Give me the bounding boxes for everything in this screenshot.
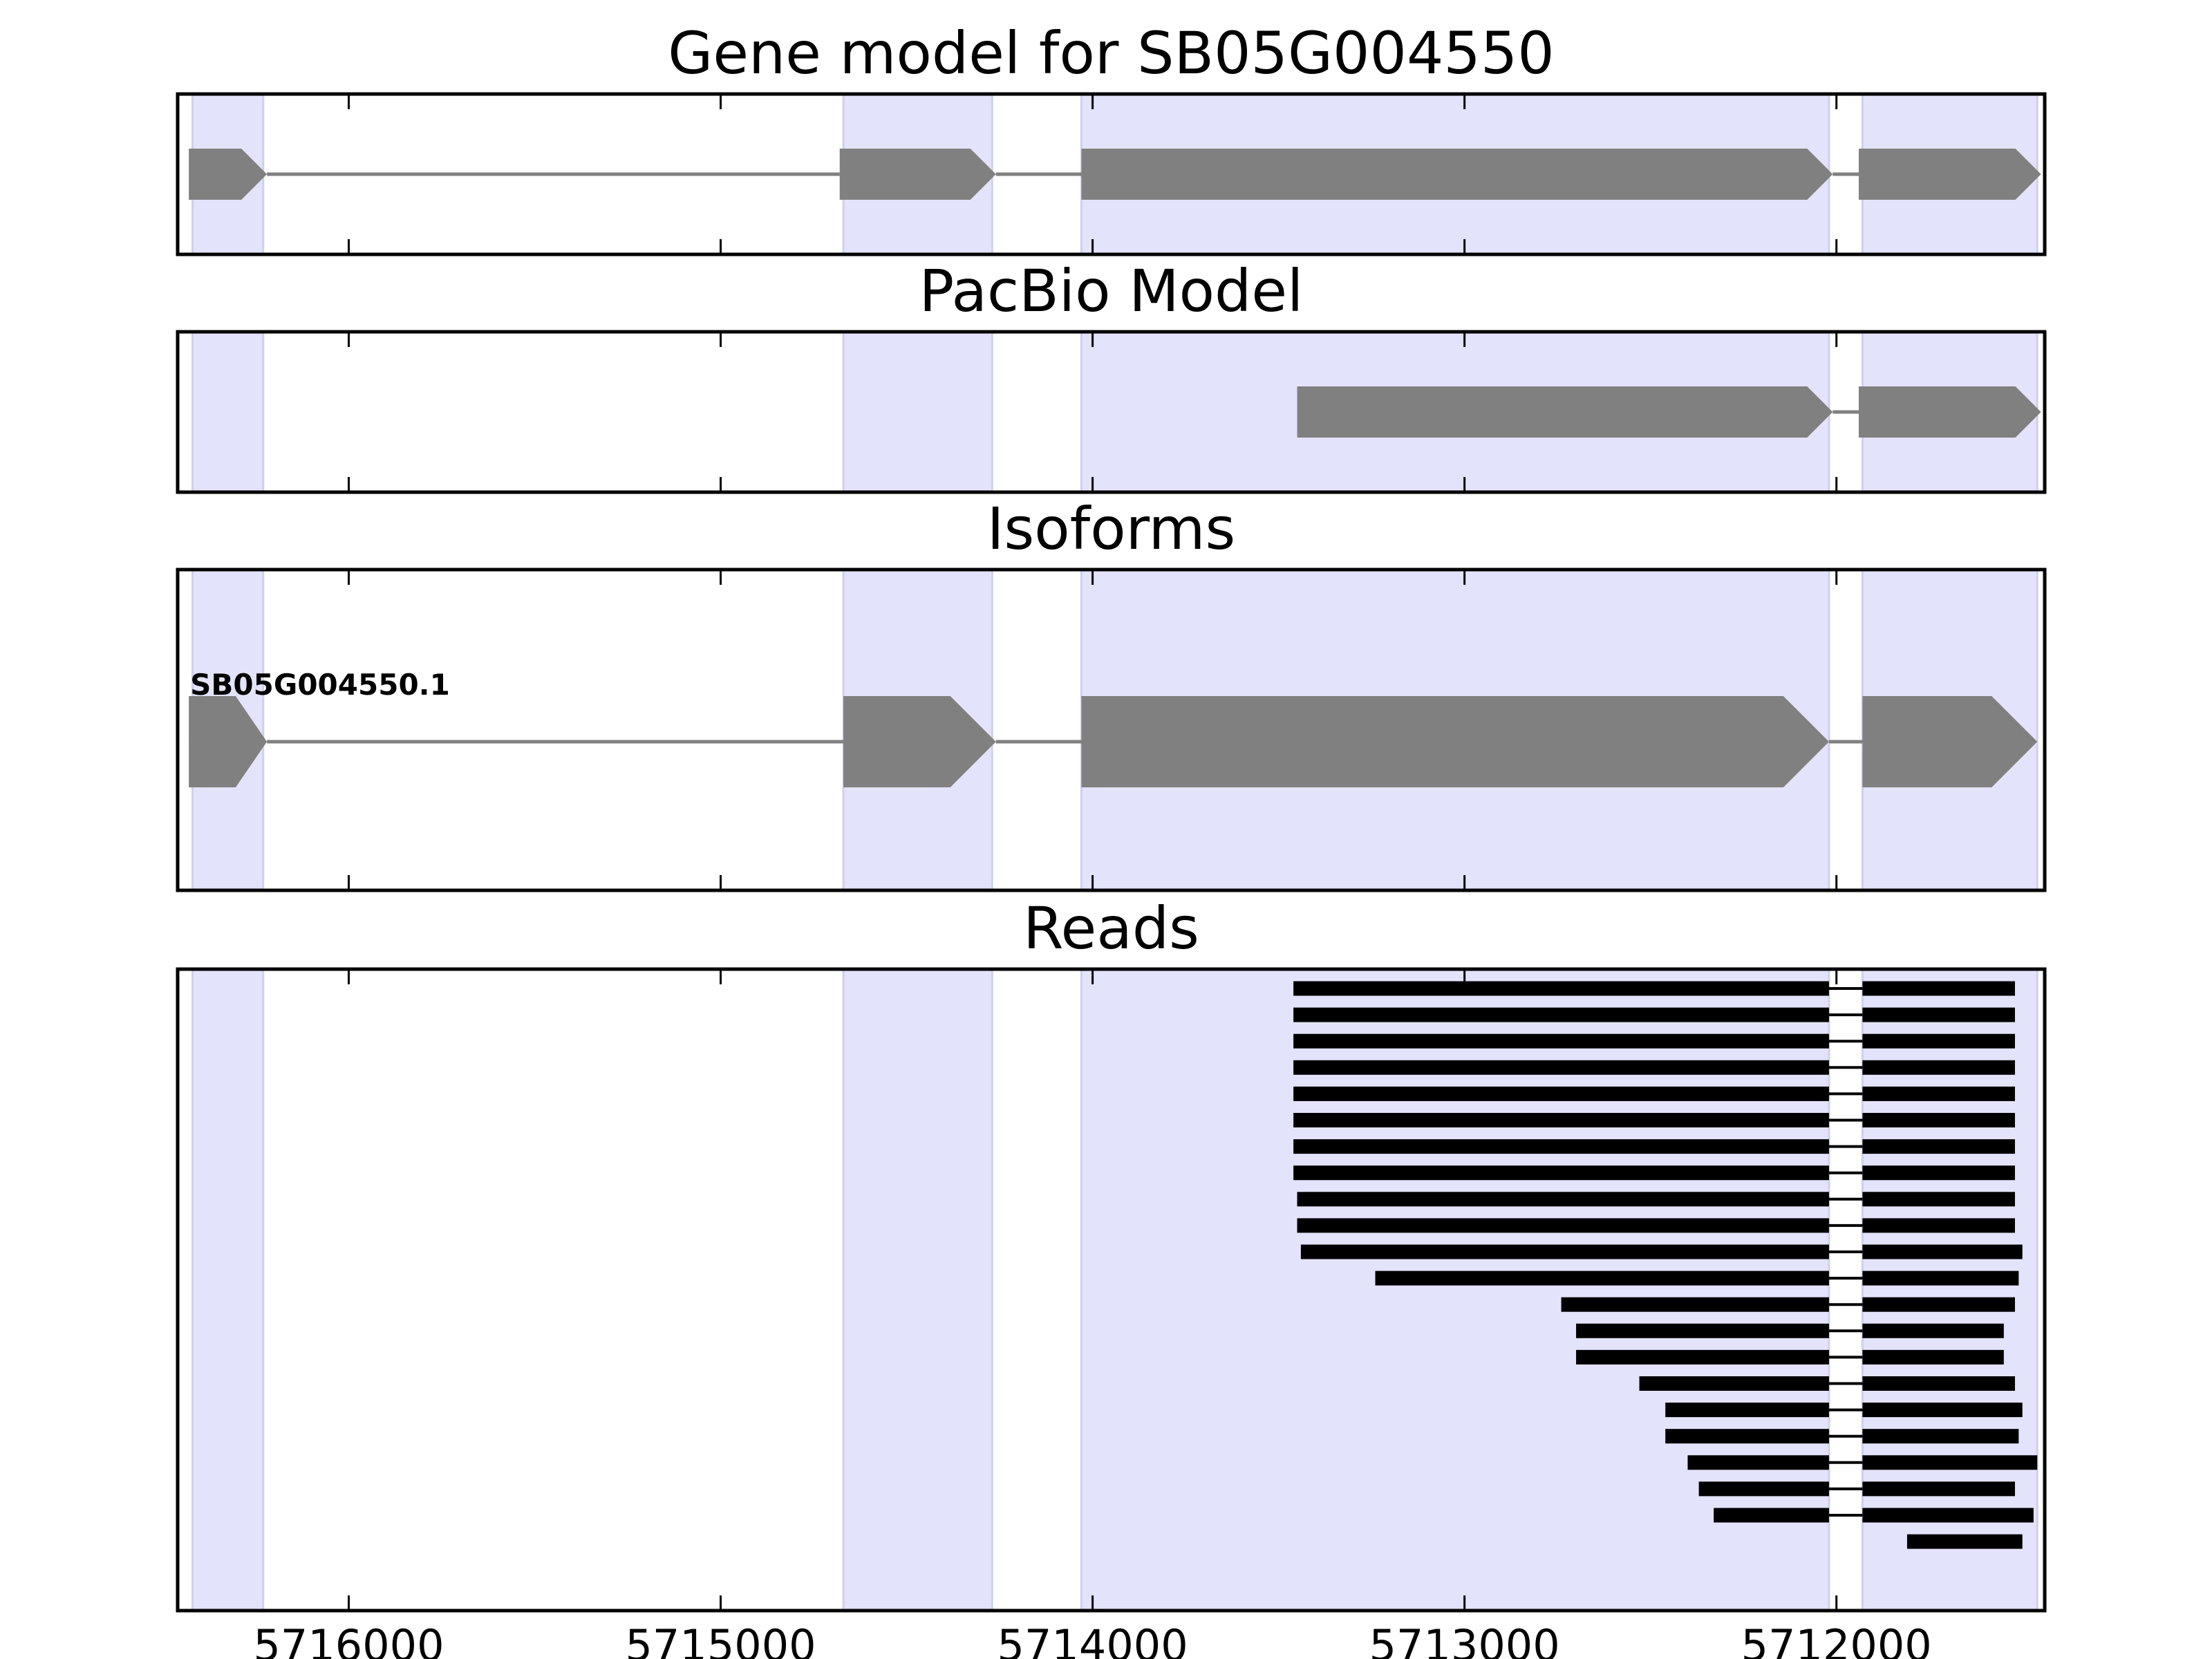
panel-title: Reads (1023, 894, 1199, 962)
read-4 (1293, 1086, 2015, 1101)
read-block (1375, 1271, 1829, 1286)
read-block (1297, 1218, 1829, 1233)
read-block (1862, 1508, 2034, 1523)
read-block (1293, 1139, 1829, 1154)
read-block (1862, 1113, 2015, 1127)
read-block (1862, 1271, 2019, 1286)
read-9 (1297, 1218, 2015, 1233)
panel-frame-3 (176, 967, 2047, 1613)
read-block (1862, 1244, 2023, 1259)
isoform-label: SB05G004550.1 (190, 668, 450, 702)
exon-1 (839, 149, 996, 200)
read-20 (1714, 1508, 2034, 1523)
exon-shade-0 (191, 330, 265, 494)
read-7 (1293, 1165, 2015, 1181)
read-block (1300, 1244, 1829, 1259)
read-14 (1576, 1349, 2004, 1365)
read-block (1862, 1086, 2015, 1101)
read-block (1687, 1455, 1829, 1470)
panel-frame-2 (176, 568, 2047, 892)
panel-frame-1 (176, 330, 2047, 494)
read-block (1293, 1007, 1829, 1022)
read-block (1906, 1534, 2023, 1549)
panel-1: PacBio Model (176, 257, 2047, 494)
x-tick-label: 5714000 (997, 1620, 1188, 1659)
read-block (1576, 1323, 1829, 1338)
read-block (1862, 1376, 2015, 1391)
read-block (1862, 1429, 2019, 1444)
read-block (1293, 1033, 1829, 1049)
read-block (1862, 1481, 2015, 1497)
read-block (1862, 1297, 2015, 1312)
read-block (1293, 1113, 1829, 1127)
read-block (1862, 1165, 2015, 1181)
exon-2 (1081, 696, 1829, 787)
read-10 (1300, 1244, 2023, 1259)
panel-title: Gene model for SB05G004550 (668, 19, 1554, 87)
read-block (1561, 1297, 1829, 1312)
read-6 (1293, 1139, 2015, 1154)
read-block (1665, 1429, 1829, 1444)
x-tick-label: 5715000 (625, 1620, 816, 1659)
read-block (1293, 981, 1829, 996)
read-16 (1665, 1403, 2023, 1418)
exon-2 (1081, 149, 1833, 200)
read-11 (1375, 1271, 2019, 1286)
exon-shade-1 (842, 968, 993, 1612)
read-block (1639, 1376, 1829, 1391)
read-block (1862, 1139, 2015, 1154)
exon-shade-0 (191, 968, 265, 1612)
exon-1 (1858, 386, 2041, 438)
read-1 (1293, 1007, 2015, 1022)
read-15 (1639, 1376, 2015, 1391)
exon-shade-3 (1861, 968, 2038, 1612)
read-8 (1297, 1192, 2015, 1207)
exon-0 (189, 149, 268, 200)
exon-shade-1 (842, 330, 993, 494)
panel-frame-0 (176, 92, 2047, 256)
panel-title: PacBio Model (919, 257, 1304, 325)
read-2 (1293, 1033, 2015, 1049)
exon-3 (1862, 696, 2038, 787)
exon-1 (843, 696, 996, 787)
read-block (1576, 1349, 1829, 1365)
exon-3 (1858, 149, 2041, 200)
panel-2: Isoforms SB05G004550.1 (176, 495, 2047, 892)
read-block (1293, 1086, 1829, 1101)
read-18 (1687, 1455, 2038, 1470)
read-block (1293, 1060, 1829, 1075)
read-block (1698, 1481, 1829, 1497)
x-tick-label: 5716000 (253, 1620, 444, 1659)
read-17 (1665, 1429, 2019, 1444)
read-block (1297, 1192, 1829, 1207)
read-5 (1293, 1113, 2015, 1127)
read-block (1862, 981, 2015, 996)
read-13 (1576, 1323, 2004, 1338)
panel-3: Reads (176, 894, 2047, 1613)
read-block (1665, 1403, 1829, 1418)
read-0 (1293, 981, 2015, 996)
read-block (1862, 1455, 2038, 1470)
read-block (1862, 1349, 2004, 1365)
read-3 (1293, 1060, 2015, 1075)
read-19 (1698, 1481, 2015, 1497)
read-block (1862, 1192, 2015, 1207)
x-tick-label: 5712000 (1741, 1620, 1932, 1659)
read-block (1714, 1508, 1829, 1523)
panel-0: Gene model for SB05G004550 (176, 19, 2047, 256)
exon-0 (1297, 386, 1833, 438)
read-21 (1906, 1534, 2023, 1549)
read-block (1862, 1403, 2023, 1418)
read-block (1293, 1165, 1829, 1181)
read-block (1862, 1218, 2015, 1233)
read-block (1862, 1007, 2015, 1022)
read-block (1862, 1033, 2015, 1049)
exon-0 (189, 696, 268, 787)
panel-title: Isoforms (987, 495, 1236, 563)
read-12 (1561, 1297, 2015, 1312)
x-tick-label: 5713000 (1369, 1620, 1560, 1659)
read-block (1862, 1323, 2004, 1338)
read-block (1862, 1060, 2015, 1075)
